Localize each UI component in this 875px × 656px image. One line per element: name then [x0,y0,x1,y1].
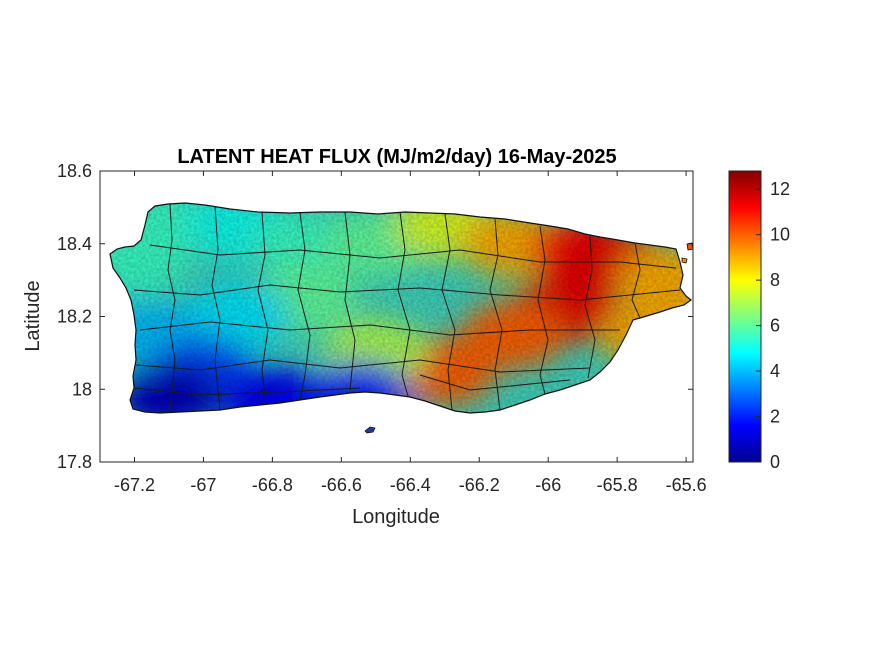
colorbar-tick-label-6: 12 [770,179,790,199]
x-tick-label-4: -66.4 [390,475,431,495]
y-tick-label-2: 18.2 [57,307,92,327]
boundary-line-1 [211,205,221,411]
y-axis: 17.8 18 18.2 18.4 18.6 [57,161,693,472]
x-axis: -67.2 -67 -66.8 -66.6 -66.4 -66.2 -66 -65.8 -65.… [114,171,707,495]
colorbar: 0 2 4 6 8 10 12 [728,170,790,472]
boundary-line-16 [419,374,571,391]
boundary-line-11 [133,284,681,301]
colorbar-tick-label-0: 0 [770,452,780,472]
island-coastline [109,202,692,414]
boundary-line-4 [344,211,356,391]
boundary-line-10 [631,242,641,319]
boundary-line-9 [584,235,596,379]
colorbar-gradient [728,170,762,463]
colorbar-tick-label-3: 6 [770,316,780,336]
boundary-line-5 [397,211,411,397]
x-tick-label-5: -66.2 [459,475,500,495]
x-tick-label-0: -67.2 [114,475,155,495]
colorbar-tick-label-2: 4 [770,361,780,381]
boundary-line-8 [537,225,549,395]
x-tick-label-3: -66.6 [321,475,362,495]
colorbar-tick-label-1: 2 [770,407,780,427]
islet-caja-de-muerto [364,426,376,434]
x-tick-label-8: -65.6 [666,475,707,495]
colorbar-tick-label-4: 8 [770,270,780,290]
y-tick-label-3: 18.4 [57,234,92,254]
boundary-line-7 [489,218,503,411]
y-tick-label-1: 18 [72,379,92,399]
colorbar-tick-label-5: 10 [770,225,790,245]
colorbar-ticks: 0 2 4 6 8 10 12 [756,179,790,472]
boundary-line-13 [135,359,591,373]
boundary-line-3 [297,212,311,401]
boundary-line-15 [132,387,361,396]
y-tick-label-0: 17.8 [57,452,92,472]
municipality-boundaries [132,203,681,411]
x-tick-label-6: -66 [535,475,561,495]
chart-title: LATENT HEAT FLUX (MJ/m2/day) 16-May-2025 [177,146,616,168]
islet-north-east [681,257,688,264]
y-axis-label: Latitude [22,280,44,351]
x-tick-label-7: -65.8 [597,475,638,495]
boundary-line-6 [441,213,456,411]
x-tick-label-1: -67 [190,475,216,495]
boundary-line-2 [257,211,269,406]
x-axis-label: Longitude [352,506,440,528]
x-tick-label-2: -66.8 [252,475,293,495]
boundary-line-0 [167,203,176,411]
boundary-line-12 [139,321,620,336]
boundary-line-14 [149,244,677,269]
y-tick-label-4: 18.6 [57,161,92,181]
